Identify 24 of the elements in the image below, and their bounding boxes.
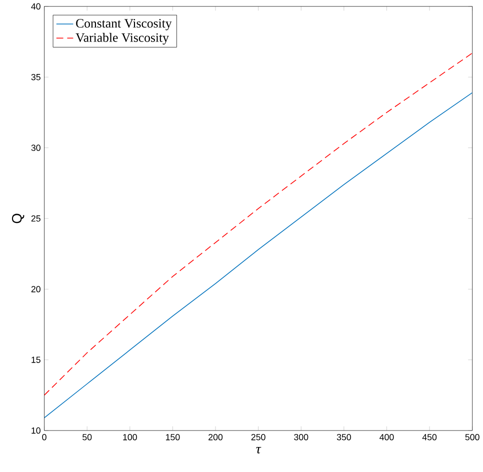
y-tick-label: 15 bbox=[32, 356, 40, 364]
x-axis-title: τ bbox=[256, 447, 262, 454]
x-tick-label: 150 bbox=[166, 434, 180, 440]
legend-label: Constant Viscosity bbox=[76, 19, 172, 30]
y-axis-title: Q bbox=[12, 214, 24, 224]
x-tick-label: 500 bbox=[465, 434, 480, 440]
x-tick-label: 100 bbox=[123, 434, 137, 440]
legend-label: Variable Viscosity bbox=[76, 32, 169, 45]
y-tick-label: 35 bbox=[31, 74, 40, 80]
x-tick-label: 200 bbox=[208, 434, 223, 440]
x-tick-label: 350 bbox=[336, 434, 351, 440]
y-tick-label: 25 bbox=[31, 215, 40, 222]
x-tick-label: 0 bbox=[42, 434, 46, 440]
y-tick-label: 20 bbox=[31, 286, 40, 292]
x-tick-label: 450 bbox=[422, 434, 437, 440]
x-tick-label: 50 bbox=[82, 434, 92, 440]
x-tick-label: 400 bbox=[380, 434, 394, 440]
line-series bbox=[44, 52, 472, 396]
line-series bbox=[44, 92, 472, 418]
x-tick-label: 300 bbox=[294, 434, 308, 440]
y-tick-label: 30 bbox=[31, 144, 40, 151]
x-tick-label: 250 bbox=[251, 434, 266, 440]
y-tick-label: 10 bbox=[32, 427, 40, 434]
y-tick-label: 40 bbox=[31, 3, 40, 10]
